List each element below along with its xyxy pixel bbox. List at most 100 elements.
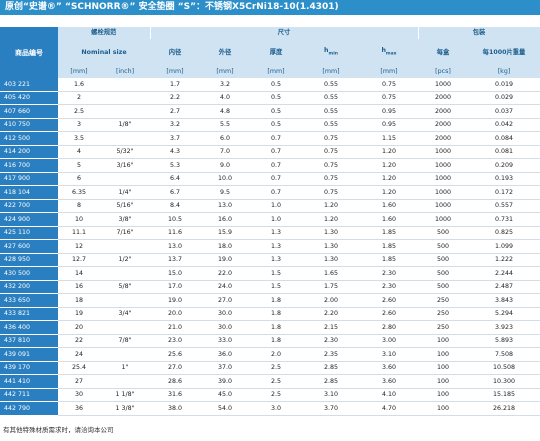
table-cell: 3.00 (360, 334, 418, 349)
table-cell: 2.30 (360, 266, 418, 281)
item-number: 417 900 (0, 172, 58, 187)
table-cell: 7.508 (468, 347, 540, 362)
table-cell: 21.0 (150, 320, 200, 335)
table-cell: 7/8" (100, 334, 150, 349)
item-number: 424 900 (0, 212, 58, 227)
table-cell: 7/16" (100, 226, 150, 241)
table-cell: 0.55 (302, 104, 360, 119)
table-cell: 0.019 (468, 78, 540, 92)
table-cell: 27.0 (150, 361, 200, 376)
item-number: 425 110 (0, 226, 58, 241)
table-cell: 13.7 (150, 253, 200, 268)
table-cell: 2.60 (360, 293, 418, 308)
table-cell: 2.244 (468, 266, 540, 281)
table-cell: 24 (58, 347, 100, 362)
table-cell: 3.10 (360, 347, 418, 362)
unit-row: [mm] [inch] [mm] [mm] [mm] [mm] [mm] [pcs] [kg] (0, 66, 540, 79)
table-cell (100, 320, 150, 335)
column-header: hmin (302, 39, 360, 67)
data-row: 416 700 5 3/16" 5.3 9.0 0.7 0.75 1.20 1000 0.209 (0, 158, 540, 173)
table-cell: 0.75 (302, 172, 360, 187)
table-cell: 1.85 (360, 239, 418, 254)
data-row: 430 500 14 15.0 22.0 1.5 1.65 2.30 500 2.244 (0, 266, 540, 281)
table-cell: 3.70 (302, 401, 360, 416)
column-header-main: h (324, 47, 329, 54)
table-cell: 2.85 (302, 361, 360, 376)
title-bar: 原创“史谱®” “SCHNORR®” 安全垫圈 “S”：不锈钢X5CrNi18-… (0, 0, 540, 15)
table-cell: 10.5 (150, 212, 200, 227)
table-cell: 10.300 (468, 374, 540, 389)
column-header: hmax (360, 39, 418, 67)
table-cell: 1.30 (302, 239, 360, 254)
table-cell: 15.185 (468, 388, 540, 403)
table-cell (100, 239, 150, 254)
item-number: 414 200 (0, 145, 58, 160)
table-cell: 2.85 (302, 374, 360, 389)
table-cell: 1.8 (250, 307, 302, 322)
table-cell: 27.0 (200, 293, 250, 308)
table-cell: 6.35 (58, 185, 100, 200)
table-cell: 1.20 (360, 145, 418, 160)
table-cell: 28.6 (150, 374, 200, 389)
group-header: 尺寸 (150, 27, 419, 39)
table-cell: 22.0 (200, 266, 250, 281)
table-cell: 10.508 (468, 361, 540, 376)
item-number: 433 821 (0, 307, 58, 322)
table-cell: 1.20 (360, 185, 418, 200)
item-number: 442 711 (0, 388, 58, 403)
column-header: 每盒 (418, 39, 468, 67)
data-row: 432 200 16 5/8" 17.0 24.0 1.5 1.75 2.30 500 2.487 (0, 280, 540, 295)
table-cell: 1/8" (100, 118, 150, 133)
table-cell: 36.0 (200, 347, 250, 362)
table-cell: 0.75 (302, 131, 360, 146)
table-cell: 10 (58, 212, 100, 227)
table-cell: 1.8 (250, 320, 302, 335)
table-cell: 0.7 (250, 185, 302, 200)
table-cell: 0.7 (250, 145, 302, 160)
table-cell: 5.893 (468, 334, 540, 349)
table-cell: 1/4" (100, 185, 150, 200)
footer-note: 有其他特殊材质需求时，请洽询本公司 (3, 426, 114, 434)
table-cell: 1.85 (360, 253, 418, 268)
group-header: 包装 (418, 27, 540, 39)
table-cell: 2000 (418, 104, 468, 119)
item-number: 418 104 (0, 185, 58, 200)
table-cell: 1 1/8" (100, 388, 150, 403)
table-cell: 6.0 (200, 131, 250, 146)
item-number: 410 750 (0, 118, 58, 133)
table-cell: 37.0 (200, 361, 250, 376)
table-cell: 0.5 (250, 78, 302, 92)
table-cell: 0.042 (468, 118, 540, 133)
table-cell: 5 (58, 158, 100, 173)
table-cell: 1.85 (360, 226, 418, 241)
table-cell: 30.0 (200, 307, 250, 322)
unit-header: [mm] (58, 66, 100, 79)
table-cell: 5/8" (100, 280, 150, 295)
table-cell: 0.75 (302, 158, 360, 173)
table-cell: 3.843 (468, 293, 540, 308)
table-cell: 1/2" (100, 253, 150, 268)
table-cell (100, 104, 150, 119)
table-cell: 3.7 (150, 131, 200, 146)
table-cell: 20.0 (150, 307, 200, 322)
data-row: 439 170 25.4 1" 27.0 37.0 2.5 2.85 3.60 100 10.50… (0, 361, 540, 376)
data-row: 433 650 18 19.0 27.0 1.8 2.00 2.60 250 3.843 (0, 293, 540, 308)
table-cell: 0.95 (360, 104, 418, 119)
item-number: 427 600 (0, 239, 58, 254)
item-number: 439 170 (0, 361, 58, 376)
table-cell: 1.3 (250, 226, 302, 241)
table-cell: 3/8" (100, 212, 150, 227)
data-row: 439 091 24 25.6 36.0 2.0 2.35 3.10 100 7.508 (0, 347, 540, 362)
column-header-sub: max (385, 51, 397, 57)
table-cell: 2.60 (360, 307, 418, 322)
table-cell: 19.0 (150, 293, 200, 308)
table-cell: 1000 (418, 212, 468, 227)
table-cell: 3/16" (100, 158, 150, 173)
table-cell: 38.0 (150, 401, 200, 416)
column-header-sub: min (328, 51, 338, 57)
data-row: 403 221 1.6 1.7 3.2 0.5 0.55 0.75 1000 0.019 (0, 78, 540, 92)
table-cell: 2.487 (468, 280, 540, 295)
data-row: 437 810 22 7/8" 23.0 33.0 1.8 2.30 3.00 100 5.893 (0, 334, 540, 349)
table-cell: 2000 (418, 91, 468, 106)
table-cell: 1.099 (468, 239, 540, 254)
